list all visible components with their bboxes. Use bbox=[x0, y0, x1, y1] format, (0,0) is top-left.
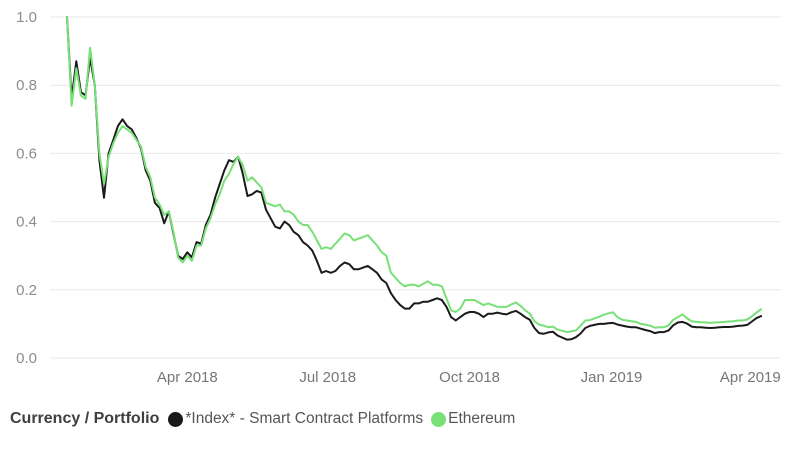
svg-text:Oct 2018: Oct 2018 bbox=[439, 369, 500, 386]
price-chart[interactable]: 0.0 0.2 0.4 0.6 0.8 1.0 Apr 2018 Jul 2018 Oct 20… bbox=[0, 0, 796, 400]
chart-legend: Currency / Portfolio *Index* - Smart Con… bbox=[10, 408, 523, 430]
legend-item-label: Ethereum bbox=[448, 410, 516, 427]
svg-text:Apr 2018: Apr 2018 bbox=[157, 369, 218, 386]
ethereum-series-dot-icon bbox=[431, 411, 447, 427]
svg-text:Apr 2019: Apr 2019 bbox=[720, 369, 781, 386]
svg-text:0.0: 0.0 bbox=[16, 350, 37, 367]
legend-title: Currency / Portfolio bbox=[10, 410, 160, 427]
legend-item-index[interactable]: *Index* - Smart Contract Platforms bbox=[168, 410, 423, 428]
svg-text:1.0: 1.0 bbox=[16, 9, 37, 26]
index-series-dot-icon bbox=[168, 411, 184, 427]
svg-text:0.8: 0.8 bbox=[16, 77, 37, 94]
svg-text:0.4: 0.4 bbox=[16, 214, 37, 231]
legend-item-label: *Index* - Smart Contract Platforms bbox=[185, 410, 424, 427]
svg-text:0.6: 0.6 bbox=[16, 145, 37, 162]
svg-text:Jul 2018: Jul 2018 bbox=[299, 369, 356, 386]
legend-item-ethereum[interactable]: Ethereum bbox=[431, 410, 515, 428]
svg-text:Jan 2019: Jan 2019 bbox=[581, 369, 643, 386]
svg-text:0.2: 0.2 bbox=[16, 282, 37, 299]
